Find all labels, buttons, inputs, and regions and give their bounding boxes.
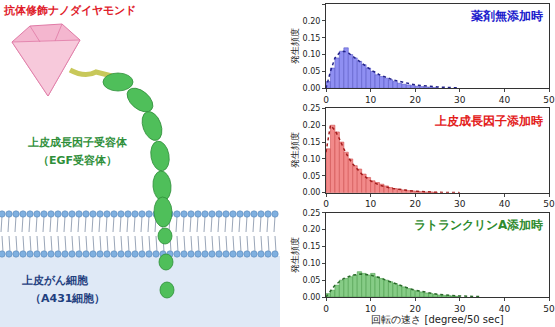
svg-text:0.05: 0.05	[303, 276, 321, 285]
svg-text:ラトランクリンA添加時: ラトランクリンA添加時	[414, 218, 543, 232]
svg-text:50: 50	[543, 199, 555, 209]
svg-text:0.25: 0.25	[303, 104, 321, 113]
svg-text:0: 0	[323, 95, 329, 105]
svg-text:10: 10	[365, 95, 377, 105]
svg-text:30: 30	[454, 199, 466, 209]
svg-text:0: 0	[323, 304, 329, 314]
svg-text:（A431細胞）: （A431細胞）	[30, 292, 105, 305]
svg-text:0.00: 0.00	[303, 188, 321, 197]
svg-text:0.00: 0.00	[303, 84, 321, 93]
svg-text:0.15: 0.15	[303, 34, 321, 43]
svg-text:20: 20	[409, 304, 421, 314]
svg-text:0.15: 0.15	[303, 138, 321, 147]
svg-text:50: 50	[543, 95, 555, 105]
svg-text:40: 40	[499, 304, 511, 314]
svg-text:10: 10	[365, 304, 377, 314]
svg-text:10: 10	[365, 199, 377, 209]
svg-text:上皮がん細胞: 上皮がん細胞	[21, 274, 89, 287]
svg-text:0.00: 0.00	[303, 293, 321, 302]
svg-text:発生頻度: 発生頻度	[290, 28, 300, 64]
svg-text:（EGF受容体）: （EGF受容体）	[38, 154, 117, 167]
svg-text:20: 20	[409, 199, 421, 209]
svg-text:50: 50	[543, 304, 555, 314]
svg-text:20: 20	[409, 95, 421, 105]
svg-text:0.05: 0.05	[303, 67, 321, 76]
svg-text:0.10: 0.10	[303, 259, 321, 268]
svg-text:0: 0	[323, 199, 329, 209]
svg-text:40: 40	[499, 199, 511, 209]
svg-text:0.10: 0.10	[303, 50, 321, 59]
svg-text:0.20: 0.20	[303, 121, 321, 130]
svg-text:0.10: 0.10	[303, 155, 321, 164]
svg-text:発生頻度: 発生頻度	[290, 133, 300, 169]
svg-text:抗体修飾ナノダイヤモンド: 抗体修飾ナノダイヤモンド	[3, 4, 136, 17]
svg-text:薬剤無添加時: 薬剤無添加時	[470, 9, 543, 23]
svg-text:0.25: 0.25	[303, 209, 321, 218]
svg-text:0.05: 0.05	[303, 172, 321, 181]
svg-text:発生頻度: 発生頻度	[290, 237, 300, 273]
svg-text:0.20: 0.20	[303, 17, 321, 26]
svg-text:30: 30	[454, 95, 466, 105]
svg-text:40: 40	[499, 95, 511, 105]
svg-text:回転の速さ [degree/50 sec]: 回転の速さ [degree/50 sec]	[371, 314, 503, 325]
svg-text:0.15: 0.15	[303, 242, 321, 251]
svg-text:30: 30	[454, 304, 466, 314]
svg-text:上皮成長因子受容体: 上皮成長因子受容体	[27, 136, 128, 149]
svg-text:0.20: 0.20	[303, 225, 321, 234]
svg-text:上皮成長因子添加時: 上皮成長因子添加時	[434, 114, 543, 128]
